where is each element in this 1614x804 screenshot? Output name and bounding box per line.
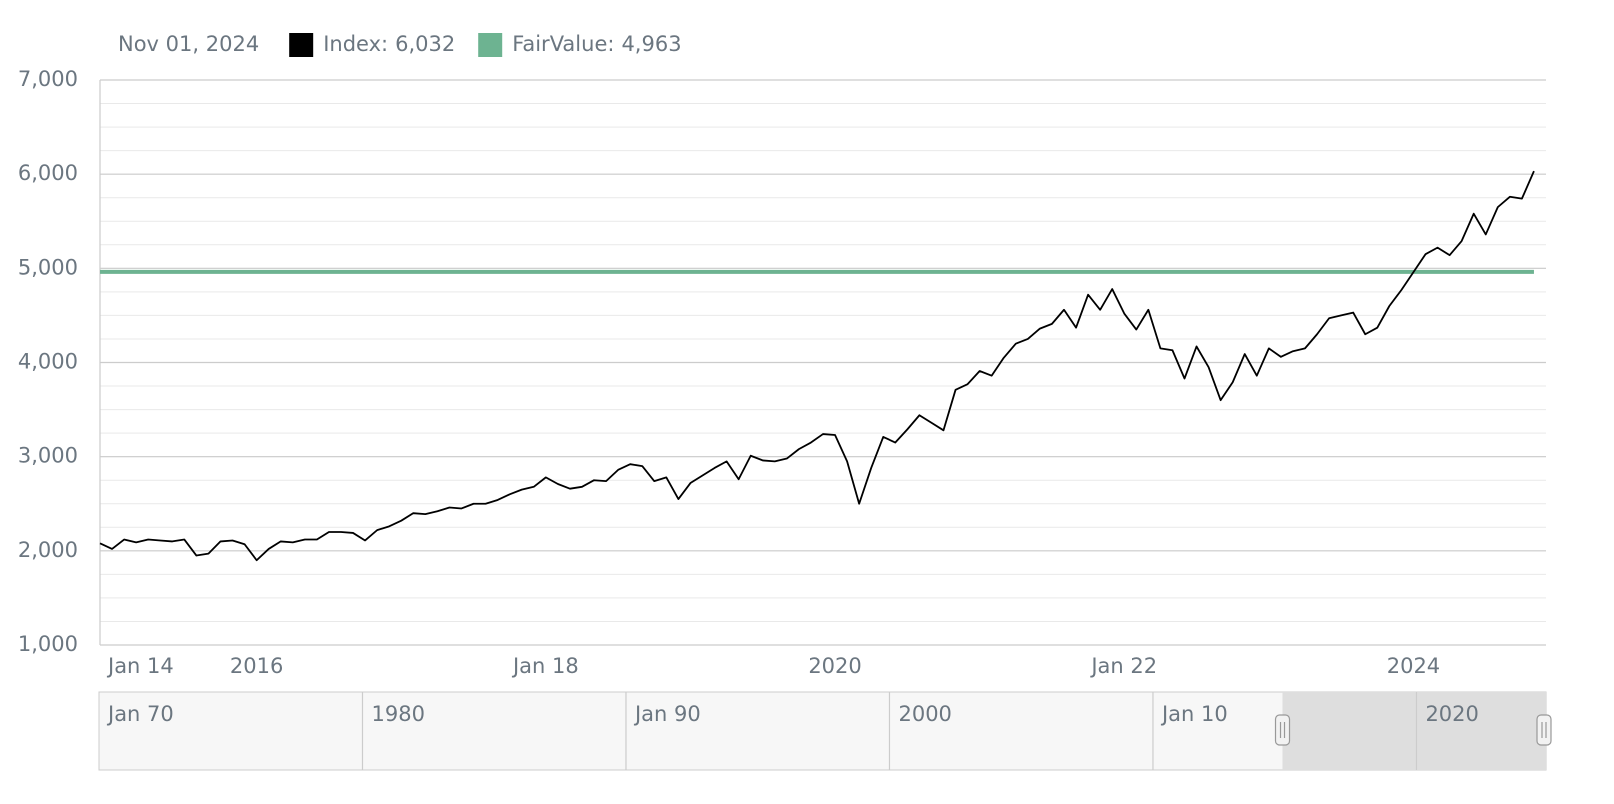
- navigator-handle[interactable]: [1274, 714, 1291, 746]
- legend-name: FairValue: [512, 32, 607, 56]
- legend-swatch: [478, 33, 503, 57]
- x-tick-label: 2016: [230, 654, 283, 678]
- navigator-tick-label: Jan 70: [106, 702, 174, 726]
- handle-body: [1274, 714, 1291, 746]
- navigator-handle[interactable]: [1536, 714, 1552, 746]
- legend-value: 4,963: [621, 32, 681, 56]
- legend-separator: :: [607, 32, 614, 56]
- y-tick-label: 3,000: [18, 444, 78, 468]
- legend-item: Index: 6,032: [323, 32, 455, 56]
- legend-name: Index: [323, 32, 381, 56]
- legend-value: 6,032: [395, 32, 455, 56]
- y-tick-label: 1,000: [18, 632, 78, 656]
- navigator-selection: [1282, 692, 1546, 770]
- y-tick-label: 2,000: [18, 538, 78, 562]
- x-tick-label: Jan 14: [106, 654, 174, 678]
- index-line: [99, 170, 1535, 562]
- navigator-tick-label: 2000: [898, 702, 951, 726]
- y-tick-label: 7,000: [18, 67, 78, 91]
- x-tick-label: 2020: [808, 654, 861, 678]
- y-tick-label: 5,000: [18, 255, 78, 279]
- navigator-tick-label: 2020: [1425, 702, 1478, 726]
- navigator-tick-label: Jan 90: [633, 702, 701, 726]
- legend-swatch: [289, 33, 314, 57]
- legend-separator: :: [381, 32, 388, 56]
- navigator-tick-label: 1980: [371, 702, 424, 726]
- x-tick-label: Jan 18: [511, 654, 579, 678]
- x-tick-label: Jan 22: [1089, 654, 1157, 678]
- handle-body: [1536, 714, 1552, 746]
- navigator-tick-label: Jan 10: [1160, 702, 1228, 726]
- y-tick-label: 6,000: [18, 161, 78, 185]
- legend-item: FairValue: 4,963: [512, 32, 681, 56]
- y-tick-label: 4,000: [18, 350, 78, 374]
- x-tick-label: 2024: [1387, 654, 1440, 678]
- header-date: Nov 01, 2024: [118, 32, 259, 56]
